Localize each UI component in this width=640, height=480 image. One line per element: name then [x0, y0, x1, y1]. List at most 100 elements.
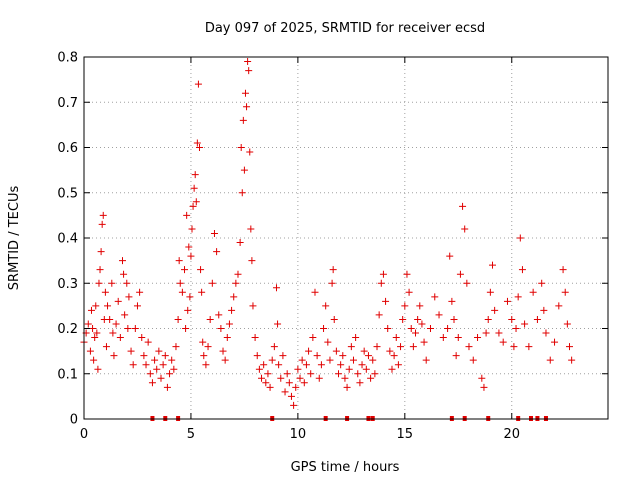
data-point: [371, 370, 379, 378]
data-point: [181, 266, 189, 274]
data-point: [491, 306, 499, 314]
data-point: [275, 361, 283, 369]
data-point: [182, 325, 190, 332]
data-point: [330, 315, 338, 323]
data-point: [223, 334, 231, 342]
data-point: [394, 361, 402, 369]
data-point: [561, 288, 569, 296]
data-point: [388, 365, 396, 373]
data-point: [352, 334, 360, 342]
x-axis-title: GPS time / hours: [291, 460, 400, 475]
data-point: [195, 144, 203, 151]
data-point: [187, 252, 195, 260]
data-point: [538, 279, 546, 287]
data-point: [109, 329, 117, 337]
data-point: [251, 334, 259, 342]
data-point: [456, 270, 464, 278]
data-point: [465, 343, 473, 351]
data-point: [373, 343, 381, 351]
data-point: [347, 343, 355, 351]
data-point: [93, 329, 101, 337]
data-point: [510, 343, 518, 351]
data-point: [87, 306, 95, 314]
data-point: [484, 315, 492, 323]
data-point: [512, 325, 520, 332]
data-point: [234, 270, 242, 278]
data-point: [546, 356, 554, 364]
data-point: [322, 302, 330, 310]
data-point: [420, 338, 428, 346]
data-point: [277, 374, 285, 382]
data-point: [262, 379, 270, 387]
data-point: [215, 311, 223, 319]
data-point: [431, 293, 439, 301]
data-point: [320, 325, 328, 332]
data-point: [518, 266, 526, 274]
data-point: [168, 356, 176, 364]
data-point: [99, 211, 107, 219]
data-point: [281, 388, 289, 396]
data-point: [311, 288, 319, 296]
data-point: [337, 361, 345, 369]
ticks: 0 0.1 0.2 0.3 0.4 0.5 0.6 0.7 0.8 0 5 10 15 20: [57, 51, 608, 442]
data-point: [568, 356, 576, 364]
data-point: [392, 334, 400, 342]
data-point: [495, 329, 503, 337]
data-point: [186, 293, 194, 301]
data-point: [84, 320, 92, 328]
data-point: [142, 361, 150, 369]
data-point: [243, 103, 251, 111]
data-point: [414, 315, 422, 323]
data-point: [448, 297, 456, 305]
data-point: [324, 338, 332, 346]
data-point: [127, 347, 135, 355]
data-point: [279, 352, 287, 360]
data-point: [202, 361, 210, 369]
data-point: [446, 252, 454, 260]
data-point: [426, 325, 434, 332]
data-point: [315, 374, 323, 382]
data-point: [335, 370, 343, 378]
data-point: [272, 284, 280, 292]
data-point: [407, 325, 415, 332]
data-point: [151, 356, 159, 364]
data-point: [217, 325, 225, 332]
data-point: [454, 334, 462, 342]
data-point: [178, 288, 186, 296]
data-point: [238, 189, 246, 197]
y-tick-label: 0: [70, 413, 78, 428]
data-point: [245, 67, 253, 75]
data-point: [213, 248, 221, 256]
data-point: [188, 225, 196, 233]
data-point: [86, 347, 94, 355]
data-point: [146, 370, 154, 378]
data-point: [102, 343, 110, 351]
data-point: [219, 347, 227, 355]
data-point: [225, 320, 233, 328]
data-point: [339, 352, 347, 360]
data-point: [382, 297, 390, 305]
data-point: [397, 343, 405, 351]
data-point: [98, 220, 106, 228]
data-point: [489, 261, 497, 269]
data-point: [450, 315, 458, 323]
data-point: [296, 374, 304, 382]
data-point: [249, 302, 257, 310]
data-point: [452, 352, 460, 360]
data-point: [516, 234, 524, 242]
data-point: [461, 225, 469, 233]
data-point: [529, 288, 537, 296]
data-point: [559, 266, 567, 274]
data-point: [349, 356, 357, 364]
data-point: [354, 370, 362, 378]
data-point: [317, 361, 325, 369]
data-point: [264, 370, 272, 378]
data-point: [92, 302, 100, 310]
data-point: [244, 58, 252, 66]
data-point: [521, 320, 529, 328]
data-point: [104, 302, 112, 310]
data-point: [287, 392, 295, 400]
data-point: [345, 365, 353, 373]
data-point: [97, 248, 105, 256]
y-axis-title: SRMTID / TECUs: [7, 186, 22, 291]
